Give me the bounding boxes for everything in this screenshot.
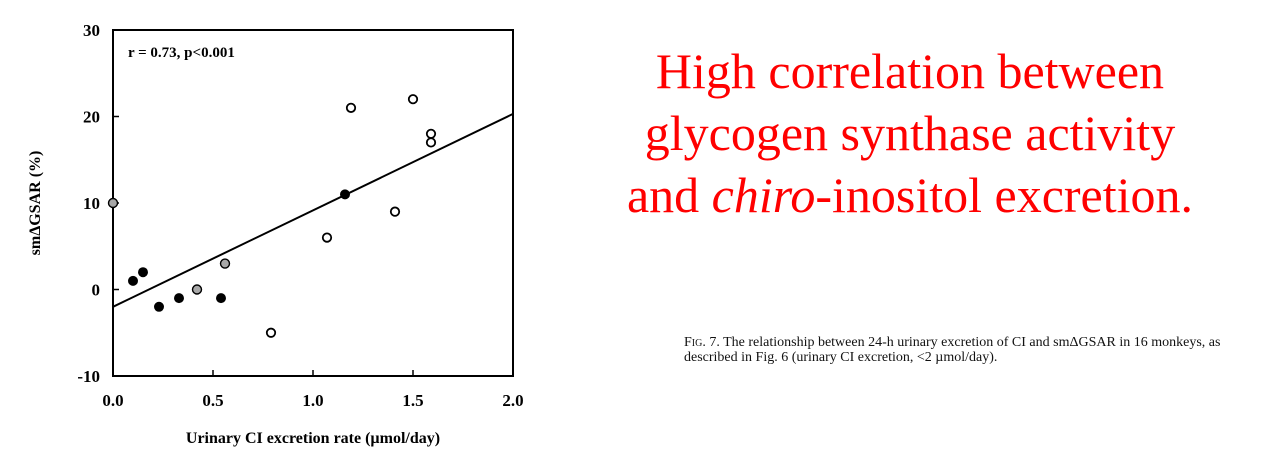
axis-ticks: 0.0 0.5 1.0 1.5 2.0 -10 0 10 20 30 [77, 21, 523, 410]
point-open [425, 137, 437, 148]
headline-line-3-suffix: -inositol excretion. [815, 167, 1194, 223]
caption-text: The relationship between 24-h urinary ex… [684, 335, 1221, 365]
figure-caption: Fig. 7. The relationship between 24-h ur… [684, 335, 1224, 365]
y-tick-label: 20 [83, 108, 100, 127]
point-filled [138, 267, 148, 278]
scatter-chart: 0.0 0.5 1.0 1.5 2.0 -10 0 10 20 30 r = 0.73, p<0.… [27, 21, 524, 447]
headline-line-3: and chiro-inositol excretion. [560, 164, 1260, 226]
point-filled [340, 189, 350, 200]
headline: High correlation between glycogen syntha… [560, 40, 1260, 226]
point-open [425, 128, 437, 139]
y-tick-label: 30 [83, 21, 100, 40]
point-hatched [191, 284, 203, 295]
headline-line-2: glycogen synthase activity [644, 105, 1176, 161]
correlation-annotation: r = 0.73, p<0.001 [128, 45, 235, 61]
headline-line-1: High correlation between [655, 43, 1165, 99]
y-tick-label: 10 [83, 194, 100, 213]
point-filled [216, 293, 226, 304]
y-axis-label: smΔGSAR (%) [27, 151, 44, 256]
plot-frame [112, 29, 514, 377]
data-points [107, 94, 437, 338]
x-tick-label: 2.0 [502, 391, 523, 410]
y-tick-label: -10 [77, 367, 100, 386]
x-tick-label: 1.0 [302, 391, 323, 410]
headline-line-3-italic: chiro [711, 167, 816, 223]
point-open [407, 94, 419, 105]
regression-line-path [112, 113, 514, 308]
point-open [321, 232, 333, 243]
point-hatched [219, 258, 231, 269]
point-open [265, 327, 277, 338]
headline-line-3-prefix: and [626, 167, 712, 223]
point-filled [174, 293, 184, 304]
point-hatched [107, 197, 119, 209]
x-tick-label: 1.5 [402, 391, 423, 410]
point-filled [128, 275, 138, 286]
point-open [345, 102, 357, 113]
regression-line [112, 113, 514, 308]
caption-lead: Fig. 7. [684, 335, 720, 350]
point-filled [154, 301, 164, 312]
x-tick-label: 0.5 [202, 391, 223, 410]
point-open [389, 206, 401, 217]
x-tick-label: 0.0 [102, 391, 123, 410]
x-axis-label: Urinary CI excretion rate (µmol/day) [186, 430, 440, 447]
y-tick-label: 0 [92, 281, 101, 300]
